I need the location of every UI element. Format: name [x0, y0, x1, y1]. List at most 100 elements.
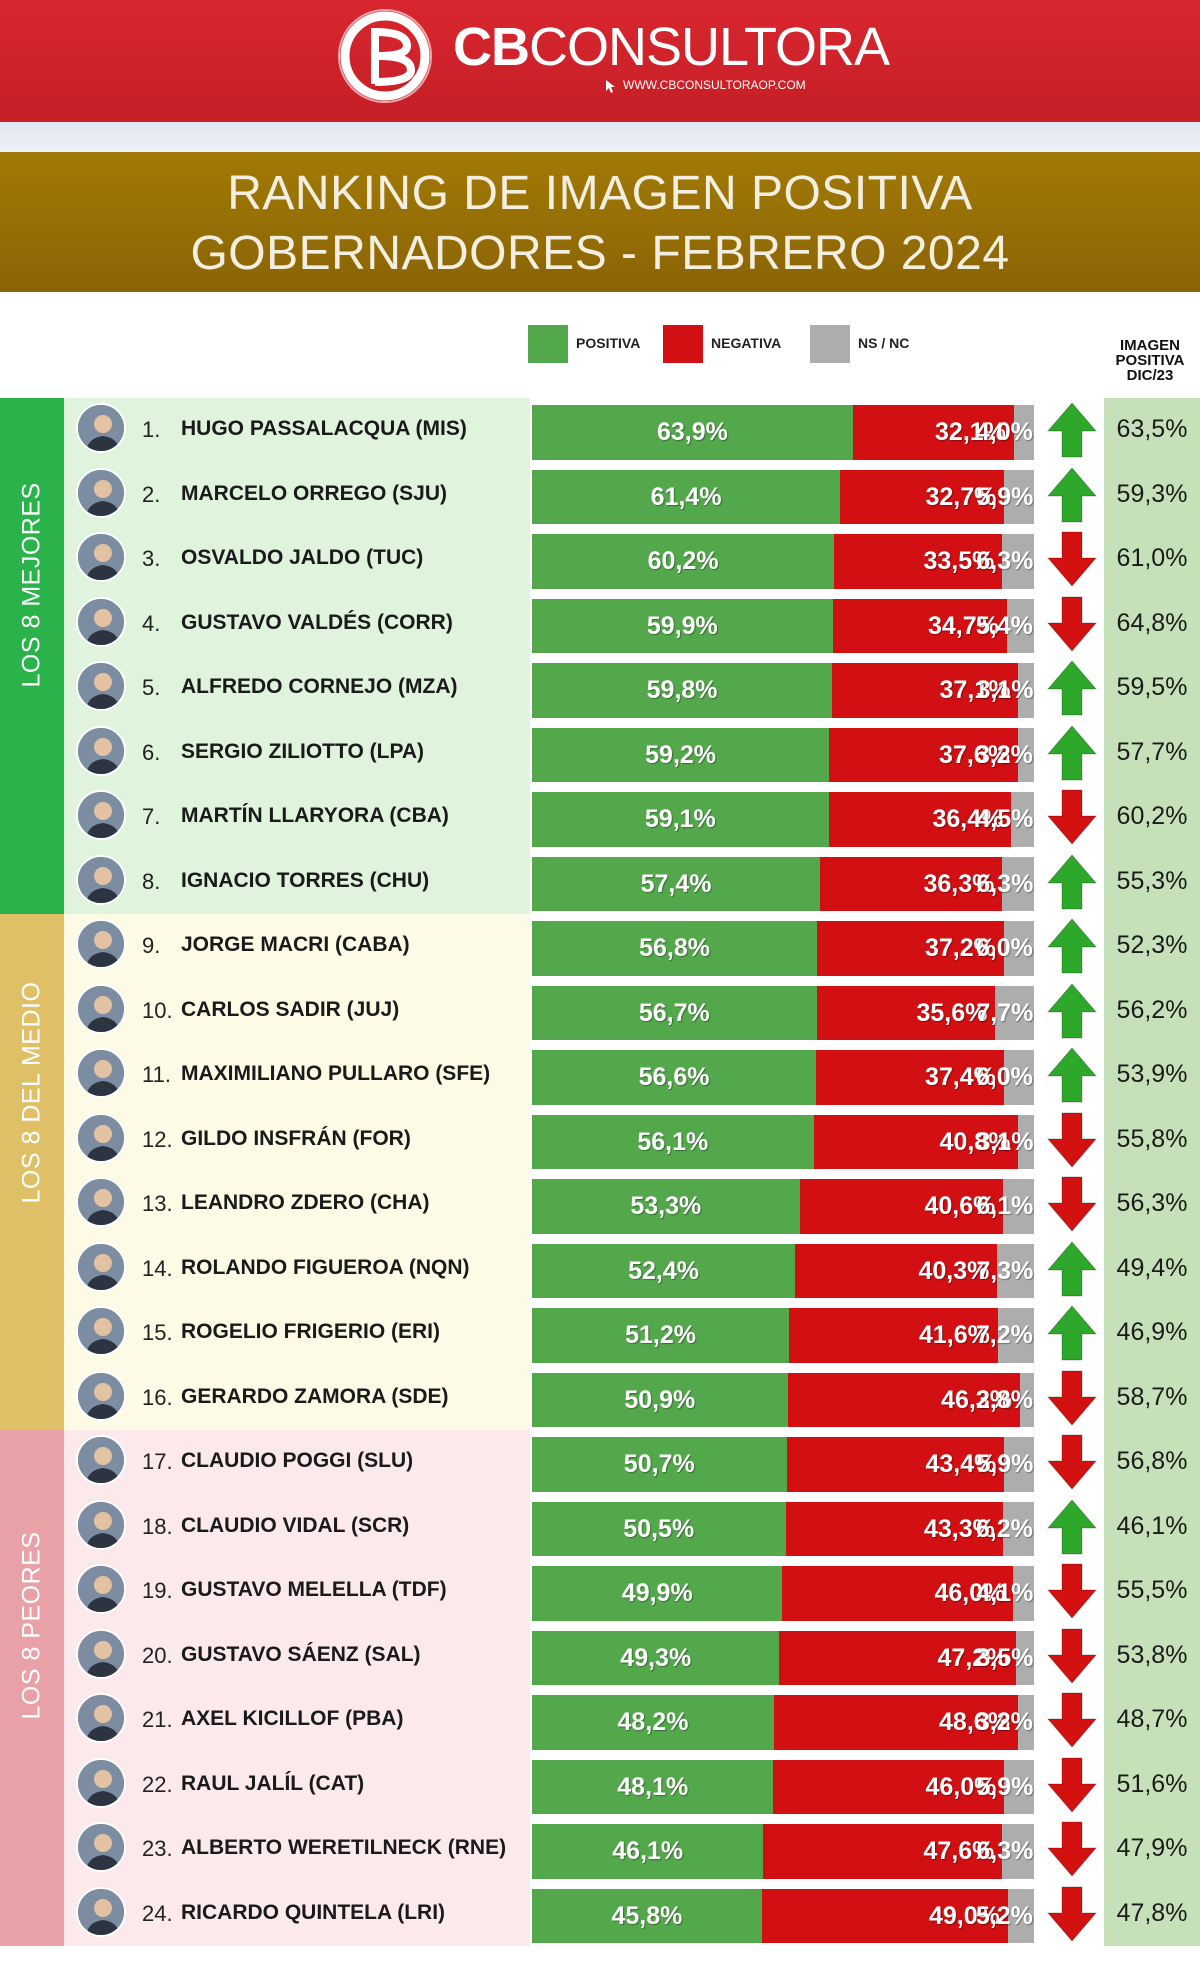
previous-value: 60,2% [1116, 802, 1188, 831]
label-negativa: 36,3% [923, 869, 995, 898]
label-nsnc: 6,0% [975, 934, 1033, 962]
legend-label: POSITIVA [576, 335, 641, 351]
label-positiva: 46,1% [612, 1837, 684, 1865]
avatar [76, 1499, 126, 1550]
label-nsnc: 3,5% [976, 1643, 1034, 1672]
rank-number: 20. [142, 1642, 173, 1668]
bar-positiva: 59,9% [532, 598, 833, 653]
previous-value: 53,8% [1116, 1640, 1188, 1669]
bar-positiva: 50,5% [532, 1501, 786, 1556]
label-positiva: 50,5% [623, 1514, 695, 1543]
bar-negativa: 40,8% [813, 1114, 1019, 1169]
group-label: LOS 8 PEORES [17, 1531, 46, 1720]
bar-negativa: 36,4% [828, 792, 1012, 847]
avatar [76, 854, 126, 905]
previous-column-header: IMAGEN POSITIVA DIC/23 [1100, 338, 1200, 383]
arrow-down-icon [1046, 1112, 1098, 1168]
previous-value: 48,7% [1116, 1705, 1188, 1734]
previous-value: 56,8% [1116, 1447, 1188, 1476]
label-positiva: 48,1% [617, 1772, 689, 1801]
label-nsnc: 6,3% [976, 869, 1034, 898]
label-nsnc: 7,7% [976, 998, 1034, 1027]
rank-number: 6. [142, 739, 161, 765]
label-negativa: 49,0% [928, 1901, 1000, 1930]
avatar [76, 661, 126, 712]
group-background [64, 914, 530, 1430]
bar-nsnc: 6,3% [976, 534, 1034, 589]
group-sidebar: LOS 8 DEL MEDIO [0, 914, 64, 1430]
governor-name: CARLOS SADIR (JUJ) [181, 997, 400, 1021]
group-label: LOS 8 DEL MEDIO [17, 981, 46, 1204]
bar-positiva: 49,3% [532, 1630, 780, 1685]
previous-value: 46,9% [1116, 1318, 1188, 1347]
bar-negativa: 34,7% [832, 598, 1007, 653]
label-negativa: 37,6% [939, 740, 1010, 769]
avatar [76, 1435, 126, 1486]
bar-nsnc: 5,9% [976, 469, 1034, 524]
arrow-down-icon [1046, 531, 1098, 588]
website-link[interactable]: WWW.CBCONSULTORAOP.COM [623, 78, 806, 93]
label-nsnc: 6,2% [975, 1514, 1033, 1543]
bar-negativa: 41,6% [789, 1308, 998, 1363]
arrow-up-icon [1046, 918, 1098, 974]
label-negativa: 43,4% [925, 1450, 997, 1478]
arrow-up-icon [1046, 1047, 1098, 1103]
label-positiva: 53,3% [630, 1192, 702, 1220]
bar-positiva: 49,9% [532, 1566, 783, 1621]
previous-value: 61,0% [1116, 544, 1188, 573]
rank-number: 17. [142, 1449, 173, 1475]
group-sidebar: LOS 8 PEORES [0, 1430, 64, 1946]
avatar [76, 919, 126, 970]
avatar [76, 532, 126, 583]
label-nsnc: 5,9% [976, 1450, 1034, 1478]
label-positiva: 49,3% [620, 1643, 692, 1672]
label-positiva: 56,1% [637, 1127, 709, 1156]
label-positiva: 56,8% [639, 934, 710, 962]
bar-negativa: 40,6% [799, 1179, 1004, 1234]
label-positiva: 51,2% [625, 1321, 696, 1349]
label-negativa: 47,6% [923, 1837, 995, 1865]
label-negativa: 41,6% [918, 1321, 990, 1349]
label-nsnc: 6,1% [976, 1192, 1034, 1220]
label-negativa: 34,7% [927, 611, 999, 640]
governor-name: MAXIMILIANO PULLARO (SFE) [181, 1062, 491, 1086]
header-banner: CBCONSULTORA WWW.CBCONSULTORAOP.COM [0, 0, 1200, 122]
legend-swatch [528, 325, 568, 363]
previous-value: 64,8% [1116, 608, 1188, 637]
label-negativa: 43,3% [923, 1514, 995, 1543]
group-label: LOS 8 MEJORES [17, 482, 46, 688]
rank-number: 15. [142, 1320, 173, 1346]
arrow-up-icon [1046, 853, 1098, 910]
arrow-down-icon [1046, 789, 1098, 846]
governor-name: CLAUDIO VIDAL (SCR) [181, 1513, 410, 1537]
previous-value: 52,3% [1116, 931, 1188, 960]
bar-negativa: 36,3% [820, 856, 1003, 911]
cb-logo-icon [338, 9, 432, 103]
avatar [76, 983, 126, 1034]
bar-negativa: 37,2% [817, 921, 1004, 976]
label-positiva: 56,6% [638, 1063, 710, 1091]
governor-name: GERARDO ZAMORA (SDE) [181, 1384, 449, 1408]
label-nsnc: 5,4% [975, 611, 1033, 640]
brand-name: CBCONSULTORA [453, 16, 890, 78]
label-negativa: 32,1% [935, 418, 1006, 446]
label-positiva: 50,9% [624, 1385, 696, 1414]
bar-negativa: 40,3% [795, 1243, 998, 1298]
rank-number: 7. [142, 804, 161, 830]
label-nsnc: 2,8% [975, 1385, 1033, 1414]
bar-positiva: 60,2% [532, 534, 835, 589]
bar-nsnc: 7,2% [976, 1308, 1034, 1363]
label-positiva: 52,4% [628, 1256, 699, 1285]
bar-negativa: 43,4% [786, 1437, 1005, 1492]
label-positiva: 59,2% [645, 740, 717, 769]
arrow-down-icon [1046, 1434, 1098, 1491]
rank-number: 23. [142, 1836, 173, 1862]
bar-negativa: 47,6% [763, 1824, 1003, 1879]
bar-positiva: 56,8% [532, 921, 818, 976]
label-positiva: 60,2% [647, 547, 719, 575]
label-negativa: 37,2% [924, 934, 996, 962]
prev-header-line-1: IMAGEN [1120, 337, 1180, 354]
bar-negativa: 48,6% [773, 1695, 1018, 1750]
rank-number: 11. [142, 1062, 171, 1088]
rank-number: 16. [142, 1384, 173, 1410]
